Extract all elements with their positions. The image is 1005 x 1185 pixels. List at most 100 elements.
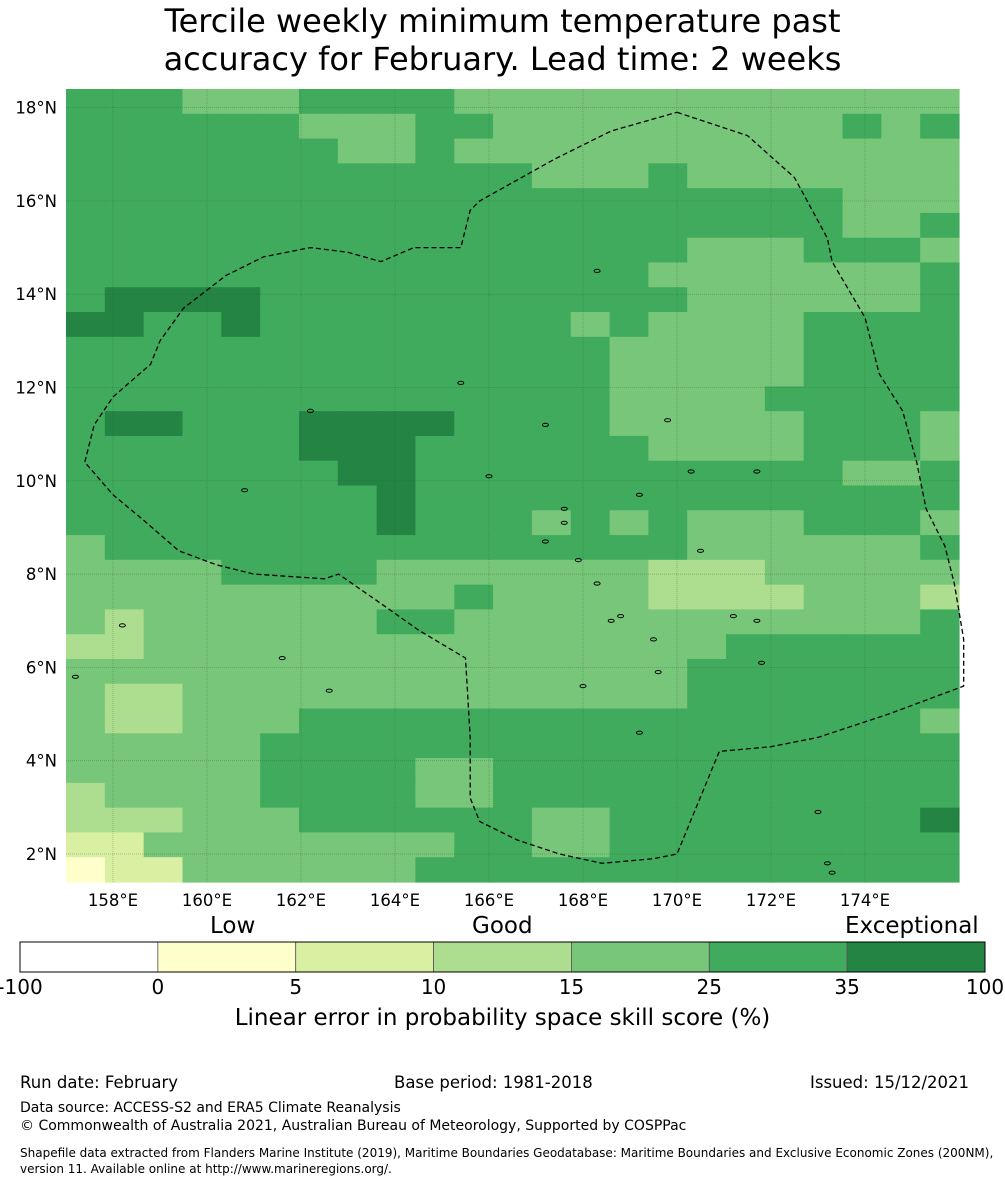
grid-cell: [687, 708, 727, 734]
grid-cell: [881, 559, 921, 586]
grid-cell: [454, 89, 494, 115]
island-outline: [560, 506, 568, 511]
grid-cell: [726, 138, 766, 164]
grid-cell: [143, 163, 184, 189]
colorbar-tick-label: 25: [696, 975, 723, 999]
grid-cell: [764, 634, 805, 660]
grid-cell: [376, 807, 417, 834]
grid-cell: [182, 535, 222, 561]
grid-cell: [493, 634, 533, 660]
grid-cell: [570, 287, 611, 313]
grid-cell: [221, 683, 261, 710]
grid-cell: [764, 832, 805, 858]
colorbar-tick-label: 0: [151, 975, 165, 999]
skill-grid: [66, 89, 960, 883]
grid-cell: [803, 386, 844, 412]
grid-cell: [337, 312, 378, 338]
grid-cell: [104, 782, 145, 809]
grid-cell: [337, 411, 378, 437]
grid-cell: [337, 435, 378, 462]
grid-cell: [104, 411, 145, 437]
grid-cell: [376, 212, 417, 239]
grid-cell: [260, 287, 300, 313]
grid-cell: [842, 733, 882, 759]
gridlines: [66, 89, 959, 882]
grid-cell: [298, 807, 339, 834]
grid-cell: [881, 312, 921, 338]
grid-cell: [726, 312, 766, 338]
island-outline: [593, 581, 601, 586]
grid-cell: [454, 435, 494, 462]
grid-cell: [609, 733, 649, 759]
grid-cell: [493, 237, 533, 264]
grid-cell: [337, 386, 378, 412]
colorbar-tick-label: 15: [558, 975, 585, 999]
grid-cell: [298, 212, 339, 239]
grid-cell: [920, 758, 960, 784]
grid-cell: [764, 411, 805, 437]
grid-cell: [260, 386, 300, 412]
grid-cell: [726, 411, 766, 437]
grid-cell: [104, 634, 145, 660]
grid-cell: [648, 559, 688, 586]
grid-cell: [764, 386, 805, 412]
grid-cell: [648, 609, 688, 635]
island-outline: [617, 614, 625, 619]
grid-cell: [570, 733, 611, 759]
grid-cell: [298, 435, 339, 462]
grid-cell: [531, 336, 572, 363]
grid-cell: [570, 212, 611, 239]
grid-cell: [493, 535, 533, 561]
grid-cell: [920, 584, 960, 611]
colorbar-segment: [295, 941, 434, 973]
grid-cell: [221, 138, 261, 164]
grid-cell: [415, 782, 455, 809]
grid-cell: [337, 857, 378, 883]
grid-cell: [531, 782, 572, 809]
grid-cell: [66, 733, 106, 759]
grid-cell: [376, 832, 417, 858]
grid-cell: [454, 237, 494, 264]
grid-cell: [726, 807, 766, 834]
grid-cell: [920, 312, 960, 338]
x-tick-label: 172°E: [746, 891, 796, 910]
grid-cell: [570, 237, 611, 264]
grid-cell: [454, 361, 494, 387]
grid-cell: [415, 411, 455, 437]
grid-cell: [920, 857, 960, 883]
grid-cell: [104, 609, 145, 635]
grid-cell: [415, 138, 455, 164]
grid-cell: [687, 584, 727, 611]
grid-cell: [920, 658, 960, 685]
grid-cell: [260, 758, 300, 784]
grid-cell: [376, 188, 417, 214]
colorbar-tick-label: 35: [834, 975, 860, 999]
grid-cell: [803, 411, 844, 437]
grid-cell: [803, 609, 844, 635]
grid-cell: [376, 113, 417, 140]
grid-cell: [803, 634, 844, 660]
grid-cell: [182, 113, 222, 140]
grid-cell: [609, 312, 649, 338]
grid-cell: [298, 138, 339, 164]
grid-cell: [764, 758, 805, 784]
grid-cell: [648, 807, 688, 834]
island-outline: [71, 674, 79, 679]
grid-cell: [842, 559, 882, 586]
grid-cell: [493, 386, 533, 412]
islands: [71, 268, 836, 875]
grid-cell: [221, 832, 261, 858]
grid-cell: [104, 435, 145, 462]
island-outline: [541, 422, 549, 427]
grid-cell: [493, 832, 533, 858]
grid-cell: [337, 708, 378, 734]
grid-cell: [337, 609, 378, 635]
grid-cell: [182, 361, 222, 387]
grid-cell: [531, 832, 572, 858]
grid-cell: [726, 386, 766, 412]
grid-cell: [803, 510, 844, 536]
grid-cell: [920, 609, 960, 635]
colorbar-segment: [19, 941, 159, 973]
grid-cell: [298, 411, 339, 437]
grid-cell: [803, 485, 844, 511]
